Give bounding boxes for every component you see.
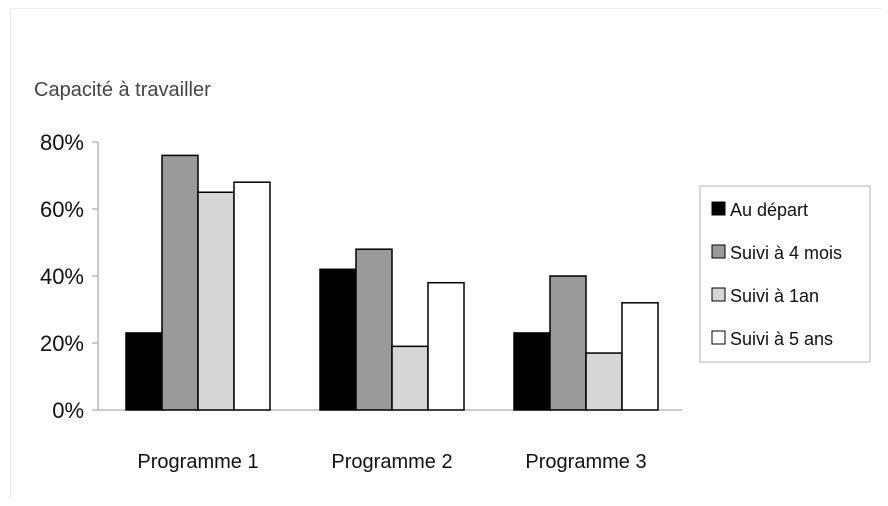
chart-frame [10, 8, 882, 498]
legend-swatch [711, 244, 726, 259]
bar-1-4 [233, 181, 271, 411]
y-axis-title: Capacité à travailler [34, 79, 211, 101]
bar-1-1 [125, 332, 163, 411]
legend-label: Au départ [730, 200, 808, 220]
y-tick-label: 0% [52, 398, 84, 423]
category-label: Programme 3 [525, 451, 646, 473]
y-tick-label: 80% [40, 130, 84, 155]
legend-label: Suivi à 1an [730, 286, 819, 306]
bar-2-2 [355, 248, 393, 411]
y-tick-label: 60% [40, 197, 84, 222]
category-label: Programme 2 [331, 451, 452, 473]
bar-2-4 [427, 281, 465, 411]
bar-1-2 [161, 154, 199, 411]
bar-2-3 [391, 345, 429, 411]
legend-box [699, 185, 871, 363]
bar-2-1 [319, 268, 357, 411]
y-tick-label: 40% [40, 264, 84, 289]
legend-label: Suivi à 5 ans [730, 329, 833, 349]
legend-swatch [711, 287, 726, 302]
bar-1-3 [197, 191, 235, 411]
bar-3-3 [585, 352, 623, 411]
legend-swatch [711, 201, 726, 216]
legend-swatch [711, 330, 726, 345]
legend-label: Suivi à 4 mois [730, 243, 842, 263]
category-label: Programme 1 [137, 451, 258, 473]
bar-3-1 [513, 332, 551, 411]
y-tick-label: 20% [40, 331, 84, 356]
bar-3-2 [549, 275, 587, 411]
bar-3-4 [621, 302, 659, 411]
